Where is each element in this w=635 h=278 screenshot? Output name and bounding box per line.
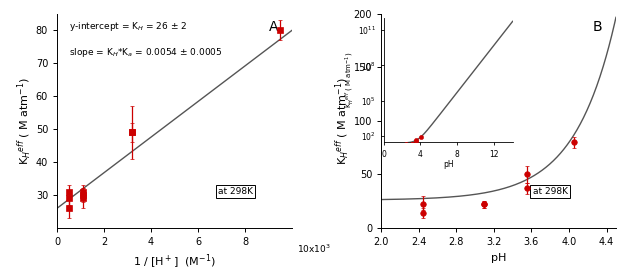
Text: B: B	[592, 20, 602, 34]
Text: y-intercept = K$_H$ = 26 ± 2: y-intercept = K$_H$ = 26 ± 2	[69, 20, 187, 33]
Y-axis label: K$_H$$^{eff}$ ( M atm$^{-1}$): K$_H$$^{eff}$ ( M atm$^{-1}$)	[16, 77, 34, 165]
Text: slope = K$_H$*K$_a$ = 0.0054 ± 0.0005: slope = K$_H$*K$_a$ = 0.0054 ± 0.0005	[69, 46, 222, 59]
X-axis label: pH: pH	[491, 252, 506, 262]
Y-axis label: K$_H$$^{eff}$ ( M atm$^{-1}$): K$_H$$^{eff}$ ( M atm$^{-1}$)	[334, 77, 352, 165]
X-axis label: 1 / [H$^+$]  (M$^{-1}$): 1 / [H$^+$] (M$^{-1}$)	[133, 252, 216, 271]
Text: at 298K: at 298K	[533, 187, 568, 196]
Text: at 298K: at 298K	[218, 187, 253, 196]
Text: A: A	[269, 20, 278, 34]
Text: 10x10$^3$: 10x10$^3$	[297, 243, 330, 255]
